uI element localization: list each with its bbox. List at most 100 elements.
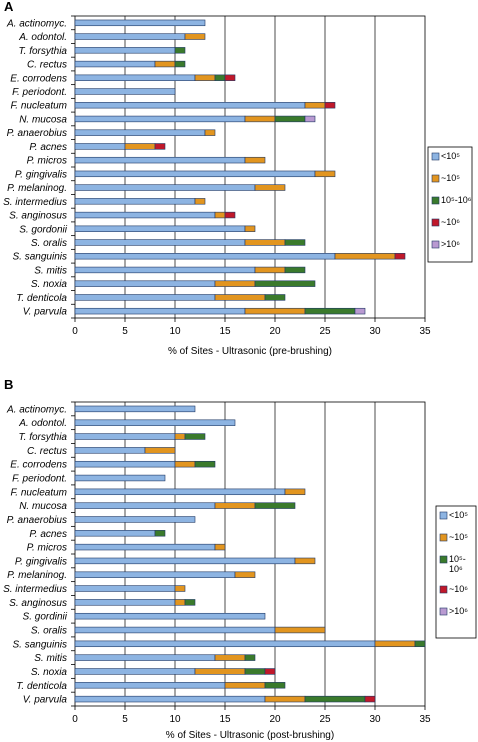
bar-segment [74, 143, 126, 150]
bar-segment [74, 419, 236, 426]
bar-segment [184, 33, 206, 40]
bar-segment [74, 626, 276, 634]
bar-segment [74, 571, 236, 578]
bar-segment [254, 266, 286, 274]
bar-segment [314, 170, 336, 178]
bar-segment [174, 599, 186, 606]
category-label: E. corrodens [10, 460, 67, 471]
legend-swatch [431, 196, 440, 205]
bar-segment [74, 266, 256, 274]
category-label: A. odontol. [18, 32, 67, 43]
category-label: P. acnes [29, 142, 67, 153]
category-label: P. micros [27, 543, 67, 554]
bar-segment [74, 19, 206, 27]
legend-entry: ~10⁶ [441, 217, 460, 227]
legend-swatch [439, 511, 448, 520]
bar-segment [74, 543, 216, 551]
bar-segment [374, 640, 416, 648]
x-tick-label: 0 [72, 714, 78, 725]
x-axis-label: % of Sites - Ultrasonic (post-brushing) [166, 730, 334, 741]
bar-segment [334, 253, 396, 260]
bar-segment [74, 530, 156, 537]
bar-segment [194, 460, 216, 468]
legend-entry: >10⁶ [441, 239, 460, 249]
legend-entry: ~10⁵ [441, 173, 460, 183]
x-tick-label: 25 [319, 326, 331, 337]
category-label: S. intermedius [3, 197, 67, 208]
category-label: S. anginosus [9, 598, 67, 609]
chart-panel-b: B 0 5 10 15 20 25 30 35 A. actinomyc. A. odontol. T… [3, 377, 477, 741]
bar-segment [184, 433, 206, 440]
bar-segment [74, 516, 196, 523]
bar-segment [154, 60, 176, 68]
category-label: P. gingivalis [15, 169, 67, 180]
category-label: P. acnes [29, 529, 67, 540]
bar-segment [294, 557, 316, 565]
category-label: E. corrodens [10, 73, 67, 84]
legend-entry-line: 10⁶ [449, 564, 463, 574]
bar-segment [74, 88, 176, 95]
bar-segment [304, 115, 316, 123]
bar-segment [124, 143, 156, 150]
bar-segment [174, 460, 196, 468]
bar-segment [74, 294, 216, 301]
bar-segment [204, 129, 216, 136]
bar-segment [74, 599, 176, 606]
category-label: P. anaerobius [7, 128, 67, 139]
bar-segment [74, 695, 266, 703]
bar-segment [244, 115, 276, 123]
bar-segment [304, 695, 366, 703]
bar-segment [264, 695, 306, 703]
x-axis-label: % of Sites - Ultrasonic (pre-brushing) [168, 346, 332, 357]
bar-segment [74, 115, 246, 123]
bar-segment [284, 239, 306, 246]
bar-segment [74, 129, 206, 136]
x-tick-label: 10 [169, 714, 181, 725]
bar-segment [74, 682, 226, 689]
bar-segment [174, 60, 186, 68]
legend-entry: 10⁵-10⁶ [449, 554, 466, 574]
bar-segment [324, 102, 336, 109]
chart-panel-a: A 0 5 10 15 20 25 30 35 A. actinomyc. A. odontol. T… [3, 0, 473, 357]
category-label: S. sanguinis [13, 252, 67, 263]
legend-swatch [439, 533, 448, 542]
bar-segment [414, 640, 426, 648]
bar-segment [74, 156, 246, 164]
bar-segment [174, 433, 186, 440]
bar-segment [304, 307, 356, 315]
legend-entry: ~10⁶ [449, 584, 468, 594]
bar-segment [234, 571, 256, 578]
bar-segment [274, 626, 326, 634]
x-tick-label: 15 [219, 714, 231, 725]
bar-segment [214, 74, 226, 81]
x-tick-label: 25 [319, 714, 331, 725]
category-label: C. rectus [27, 60, 67, 71]
x-tick-label: 5 [122, 326, 128, 337]
legend-swatch [439, 585, 448, 594]
bar-segment [74, 253, 336, 260]
category-label: F. nucleatum [10, 487, 67, 498]
legend-entry: <10⁵ [449, 510, 468, 520]
category-label: P. gingivalis [15, 556, 67, 567]
bar-segment [224, 682, 266, 689]
category-label: S. noxia [31, 667, 68, 678]
bar-segment [284, 488, 306, 496]
bar-segment [74, 474, 166, 482]
category-label: S. gordinii [23, 612, 68, 623]
bar-segment [254, 184, 286, 191]
category-label: T. forsythia [18, 46, 67, 57]
bar-segment [74, 33, 186, 40]
bar-segment [354, 307, 366, 315]
legend-box [435, 505, 477, 639]
bar-segment [74, 460, 176, 468]
bar-segment [194, 668, 246, 675]
panel-label: A [4, 0, 14, 14]
bar-segment [74, 668, 196, 675]
category-label: S. gordonii [19, 224, 68, 235]
panel-label: B [4, 377, 13, 392]
bar-segment [264, 668, 276, 675]
bar-segment [304, 102, 326, 109]
bar-segment [154, 143, 166, 150]
legend-swatch [431, 174, 440, 183]
